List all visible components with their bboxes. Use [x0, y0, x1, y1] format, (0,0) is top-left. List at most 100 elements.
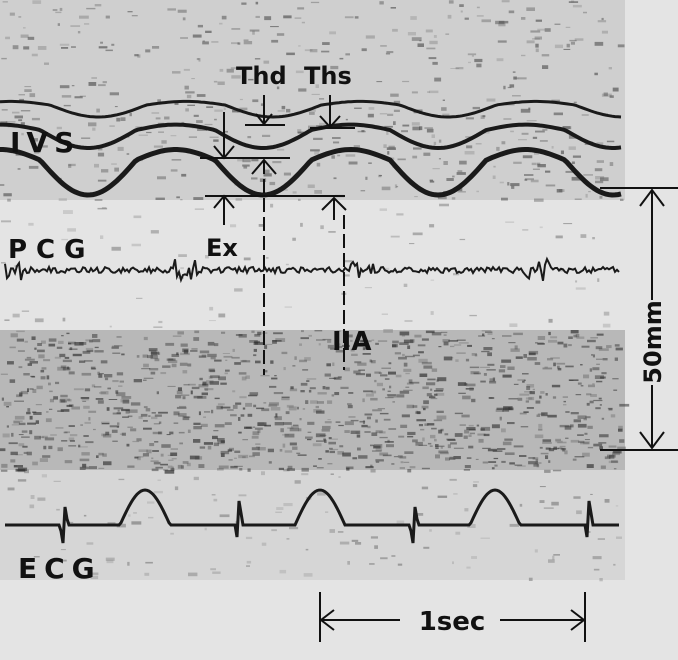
speckle-dot [592, 237, 595, 239]
speckle-dot [1, 374, 8, 375]
speckle-dot [400, 391, 409, 394]
speckle-dot [191, 78, 195, 79]
speckle-dot [71, 46, 76, 48]
speckle-dot [452, 561, 454, 564]
speckle-dot [62, 95, 71, 98]
speckle-dot [105, 378, 108, 381]
speckle-dot [557, 442, 566, 444]
speckle-dot [44, 63, 49, 65]
speckle-dot [501, 198, 508, 201]
speckle-dot [167, 434, 171, 435]
speckle-dot [10, 459, 15, 462]
speckle-dot [581, 234, 587, 238]
speckle-dot [63, 318, 66, 322]
speckle-dot [455, 532, 460, 535]
speckle-dot [200, 446, 205, 448]
speckle-dot [424, 423, 428, 426]
speckle-dot [181, 174, 186, 177]
speckle-dot [483, 347, 492, 350]
speckle-dot [286, 109, 290, 113]
speckle-dot [301, 383, 308, 386]
speckle-dot [310, 400, 318, 404]
speckle-dot [445, 457, 450, 460]
speckle-dot [316, 440, 325, 441]
speckle-dot [60, 395, 67, 398]
speckle-dot [372, 391, 377, 394]
speckle-dot [466, 384, 476, 387]
speckle-dot [21, 110, 30, 111]
speckle-dot [464, 508, 468, 511]
speckle-dot [522, 229, 528, 230]
speckle-dot [449, 0, 454, 3]
speckle-dot [63, 360, 72, 362]
speckle-dot [300, 418, 302, 420]
speckle-dot [434, 78, 441, 82]
speckle-dot [54, 481, 61, 482]
speckle-dot [206, 380, 213, 383]
speckle-dot [277, 149, 284, 151]
speckle-dot [464, 430, 469, 434]
speckle-dot [78, 31, 80, 33]
speckle-dot [587, 403, 590, 406]
speckle-dot [225, 360, 227, 361]
speckle-dot [345, 421, 354, 425]
speckle-dot [433, 168, 440, 169]
speckle-dot [128, 416, 133, 418]
speckle-dot [306, 549, 309, 551]
speckle-dot [329, 378, 336, 379]
speckle-dot [181, 344, 188, 347]
speckle-dot [370, 398, 377, 401]
speckle-dot [210, 137, 219, 138]
speckle-dot [168, 455, 173, 456]
speckle-dot [46, 411, 48, 412]
speckle-dot [58, 23, 60, 26]
speckle-dot [596, 364, 600, 365]
speckle-dot [556, 363, 565, 365]
speckle-dot [430, 181, 434, 183]
speckle-dot [502, 335, 512, 337]
speckle-dot [392, 344, 398, 347]
speckle-dot [555, 439, 561, 441]
speckle-dot [424, 127, 433, 129]
speckle-dot [327, 463, 332, 464]
speckle-dot [301, 337, 310, 339]
speckle-dot [199, 356, 207, 358]
speckle-dot [164, 117, 169, 120]
speckle-dot [615, 344, 620, 346]
speckle-dot [356, 373, 365, 375]
speckle-dot [405, 387, 409, 388]
speckle-dot [615, 358, 618, 361]
speckle-dot [552, 556, 554, 560]
speckle-dot [82, 401, 86, 402]
speckle-dot [23, 27, 26, 28]
speckle-dot [94, 164, 99, 168]
speckle-dot [299, 428, 302, 431]
label-iia: IIA [332, 327, 371, 357]
speckle-dot [218, 403, 225, 405]
speckle-dot [527, 120, 537, 121]
speckle-dot [19, 94, 26, 95]
speckle-dot [107, 388, 111, 390]
speckle-dot [542, 54, 550, 56]
speckle-dot [436, 388, 444, 391]
speckle-dot [595, 176, 604, 180]
speckle-dot [618, 44, 625, 47]
speckle-dot [379, 1, 383, 4]
speckle-dot [565, 426, 572, 430]
speckle-dot [459, 161, 467, 165]
speckle-dot [437, 416, 447, 420]
speckle-dot [282, 352, 288, 354]
speckle-dot [581, 385, 584, 386]
speckle-dot [509, 462, 515, 464]
speckle-dot [366, 394, 374, 397]
speckle-dot [207, 354, 217, 357]
speckle-dot [503, 86, 505, 90]
speckle-dot [119, 479, 125, 480]
speckle-dot [151, 372, 156, 375]
speckle-dot [338, 531, 344, 532]
speckle-dot [569, 146, 576, 150]
speckle-dot [482, 330, 492, 331]
speckle-dot [501, 461, 505, 463]
speckle-dot [555, 24, 561, 25]
speckle-dot [133, 512, 137, 514]
